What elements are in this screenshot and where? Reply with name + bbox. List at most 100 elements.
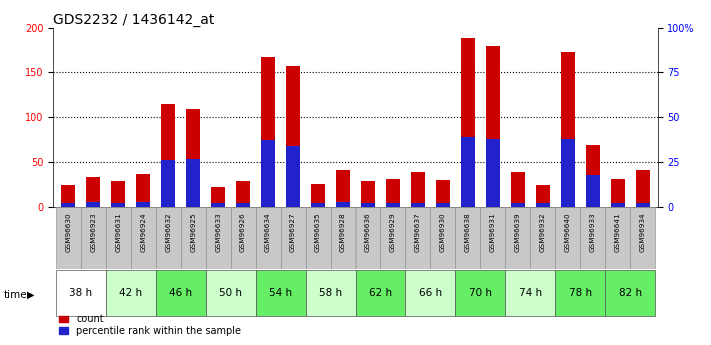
Text: GSM96929: GSM96929 [390,212,396,252]
Text: 58 h: 58 h [319,288,342,298]
Bar [506,270,555,316]
Text: GSM96634: GSM96634 [265,212,271,252]
Bar [461,137,475,207]
Bar [561,139,574,207]
Bar [481,207,506,269]
Text: GDS2232 / 1436142_at: GDS2232 / 1436142_at [53,12,215,27]
Bar [386,203,400,207]
Text: GSM96931: GSM96931 [490,212,496,252]
Text: 66 h: 66 h [419,288,442,298]
Bar [156,207,181,269]
Text: GSM96930: GSM96930 [440,212,446,252]
Text: GSM96928: GSM96928 [340,212,346,252]
Bar [261,140,275,207]
Text: GSM96635: GSM96635 [315,212,321,252]
Bar [405,270,455,316]
Text: GSM96639: GSM96639 [515,212,521,252]
Bar [236,181,250,207]
Text: GSM96641: GSM96641 [615,212,621,252]
Bar [336,201,350,207]
Bar [87,177,100,207]
Bar [361,181,375,207]
Text: GSM96934: GSM96934 [640,212,646,252]
Legend: count, percentile rank within the sample: count, percentile rank within the sample [55,310,245,340]
Bar [405,207,430,269]
Text: 62 h: 62 h [369,288,392,298]
Bar [455,207,481,269]
Text: time: time [4,290,27,300]
Text: GSM96638: GSM96638 [465,212,471,252]
Bar [586,145,599,207]
Text: GSM96924: GSM96924 [140,212,146,252]
Bar [636,170,650,207]
Bar [586,175,599,207]
Text: GSM96632: GSM96632 [165,212,171,252]
Text: 74 h: 74 h [519,288,542,298]
Bar [205,270,256,316]
Text: 78 h: 78 h [569,288,592,298]
Bar [411,203,424,207]
Text: 42 h: 42 h [119,288,142,298]
Bar [256,207,281,269]
Bar [511,204,525,207]
Bar [230,207,256,269]
Bar [161,160,175,207]
Bar [112,203,125,207]
Text: GSM96636: GSM96636 [365,212,371,252]
Bar [205,207,230,269]
Bar [511,172,525,207]
Bar [181,207,205,269]
Bar [530,207,555,269]
Bar [211,187,225,207]
Bar [605,207,630,269]
Text: GSM96933: GSM96933 [589,212,596,252]
Text: GSM96925: GSM96925 [190,212,196,252]
Bar [311,203,325,207]
Bar [356,207,380,269]
Bar [611,179,624,207]
Bar [611,203,624,207]
Bar [455,270,506,316]
Bar [56,270,106,316]
Bar [61,186,75,207]
Bar [436,204,450,207]
Bar [281,207,306,269]
Bar [186,109,200,207]
Bar [137,201,150,207]
Bar [486,139,500,207]
Bar [211,204,225,207]
Bar [555,207,580,269]
Bar [81,207,106,269]
Text: 50 h: 50 h [219,288,242,298]
Bar [311,184,325,207]
Bar [287,146,300,207]
Bar [306,270,356,316]
Bar [580,207,605,269]
Bar [106,270,156,316]
Bar [236,204,250,207]
Bar [106,207,131,269]
Bar [605,270,655,316]
Text: GSM96926: GSM96926 [240,212,246,252]
Bar [61,203,75,207]
Bar [87,201,100,207]
Text: 70 h: 70 h [469,288,492,298]
Bar [380,207,405,269]
Text: GSM96630: GSM96630 [65,212,71,252]
Text: 54 h: 54 h [269,288,292,298]
Bar [186,159,200,207]
Bar [555,270,605,316]
Text: GSM96637: GSM96637 [415,212,421,252]
Bar [461,38,475,207]
Text: 82 h: 82 h [619,288,642,298]
Bar [636,203,650,207]
Bar [561,52,574,207]
Bar [356,270,405,316]
Text: GSM96927: GSM96927 [290,212,296,252]
Bar [411,172,424,207]
Bar [131,207,156,269]
Bar [256,270,306,316]
Bar [161,104,175,207]
Bar [112,181,125,207]
Text: ▶: ▶ [27,290,35,300]
